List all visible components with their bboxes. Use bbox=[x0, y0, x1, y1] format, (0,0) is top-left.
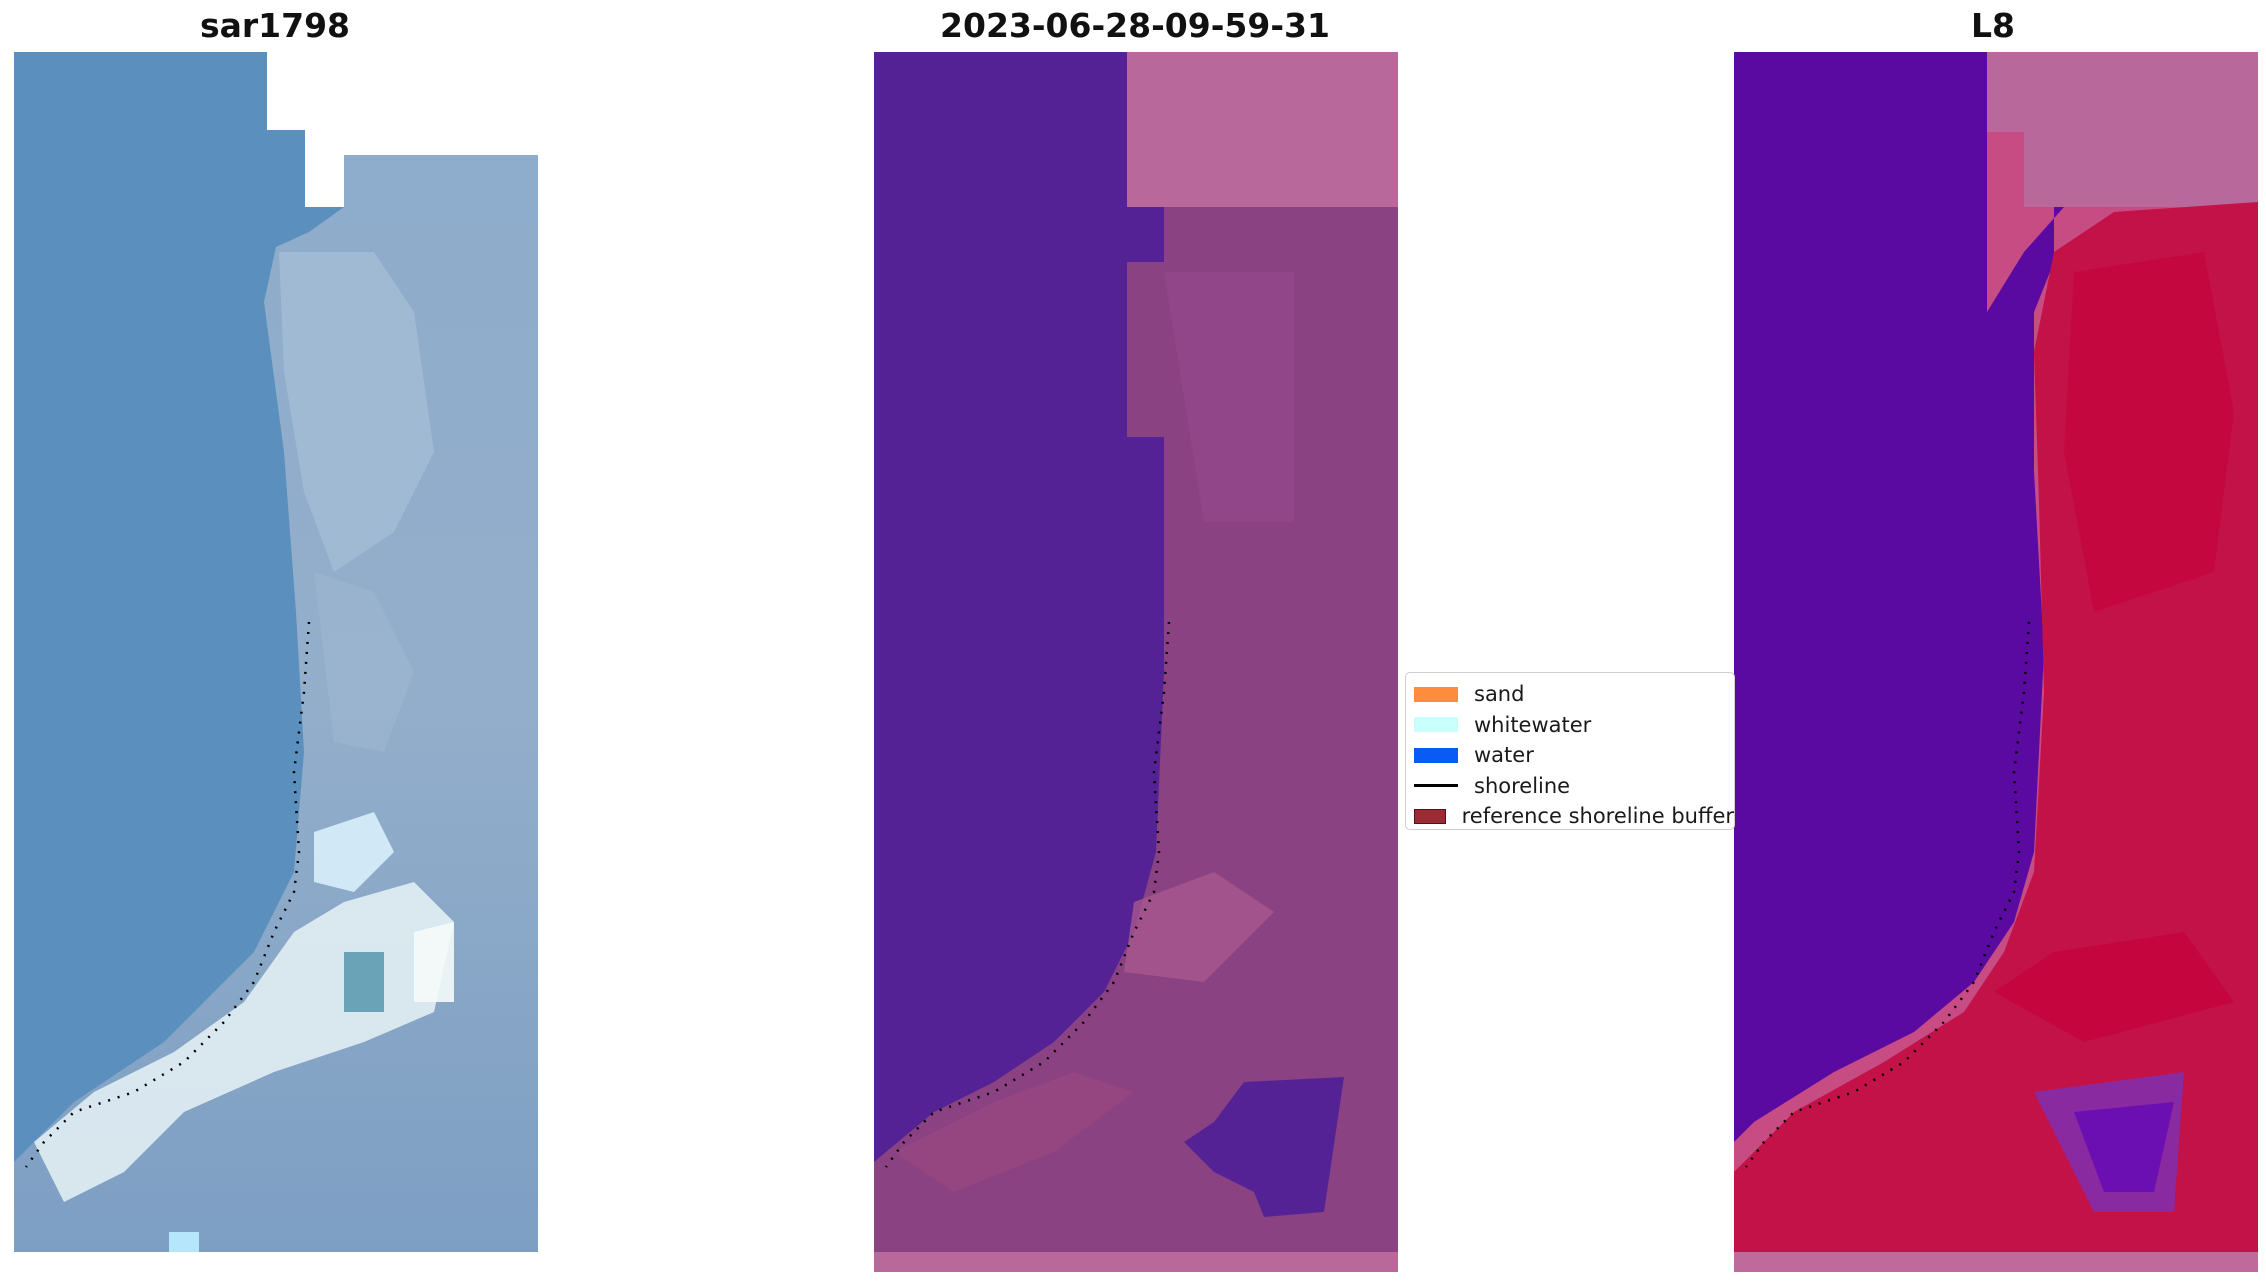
shoreline-line-swatch bbox=[1414, 784, 1458, 788]
legend-label: water bbox=[1474, 743, 1534, 768]
legend-label: whitewater bbox=[1474, 712, 1592, 737]
panel-title-date: 2023-06-28-09-59-31 bbox=[940, 6, 1330, 45]
legend-item-reference-buffer: reference shoreline buffer bbox=[1414, 801, 1734, 832]
sand-swatch bbox=[1414, 686, 1458, 702]
rgb-image-panel bbox=[14, 52, 538, 1252]
water-swatch bbox=[1414, 747, 1458, 763]
shoreline-dots bbox=[1744, 621, 2031, 1168]
l8-index-panel bbox=[1734, 52, 2258, 1272]
panel-title-l8: L8 bbox=[1971, 6, 2015, 45]
lagoon bbox=[1184, 1077, 1344, 1217]
shoreline-dots bbox=[884, 621, 1171, 1168]
legend: sand whitewater water shoreline referenc… bbox=[1405, 672, 1735, 830]
legend-item-whitewater: whitewater bbox=[1414, 710, 1734, 741]
legend-label: sand bbox=[1474, 682, 1525, 707]
buffer-swatch bbox=[1414, 808, 1446, 824]
legend-label: reference shoreline buffer bbox=[1461, 804, 1734, 829]
classified-image-panel bbox=[874, 52, 1398, 1272]
legend-item-sand: sand bbox=[1414, 679, 1734, 710]
legend-item-water: water bbox=[1414, 740, 1734, 771]
panel-title-sar: sar1798 bbox=[199, 6, 351, 45]
no-data-region bbox=[1127, 52, 1398, 207]
legend-item-shoreline: shoreline bbox=[1414, 771, 1734, 802]
shoreline-dots bbox=[24, 621, 311, 1168]
legend-label: shoreline bbox=[1474, 773, 1571, 798]
no-data-region bbox=[1987, 52, 2258, 207]
whitewater-swatch bbox=[1414, 717, 1458, 733]
